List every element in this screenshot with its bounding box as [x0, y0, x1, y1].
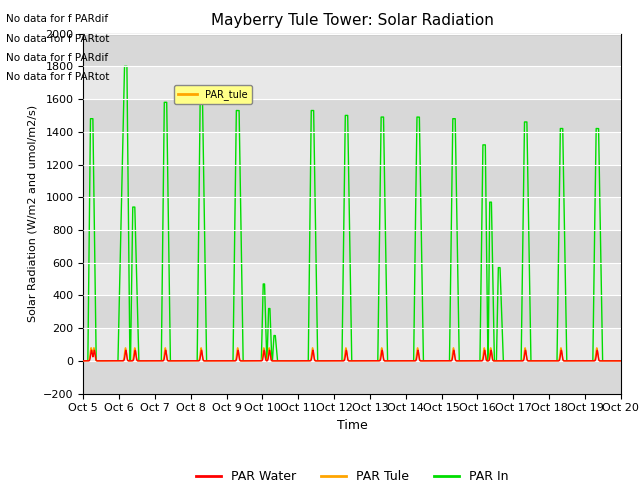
Bar — [83, 361, 621, 394]
Bar — [83, 165, 621, 197]
Bar — [83, 328, 621, 361]
Text: No data for f PARdif: No data for f PARdif — [6, 14, 109, 24]
Title: Mayberry Tule Tower: Solar Radiation: Mayberry Tule Tower: Solar Radiation — [211, 13, 493, 28]
Bar — [83, 263, 621, 295]
X-axis label: Time: Time — [337, 419, 367, 432]
Text: No data for f PARtot: No data for f PARtot — [6, 34, 110, 44]
Bar — [83, 230, 621, 263]
Text: No data for f PARdif: No data for f PARdif — [6, 53, 109, 63]
Bar — [83, 132, 621, 165]
Bar — [83, 197, 621, 230]
Y-axis label: Solar Radiation (W/m2 and umol/m2/s): Solar Radiation (W/m2 and umol/m2/s) — [28, 105, 37, 322]
Bar — [83, 66, 621, 99]
Bar — [83, 34, 621, 66]
Bar — [83, 99, 621, 132]
Text: No data for f PARtot: No data for f PARtot — [6, 72, 110, 82]
Legend: PAR Water, PAR Tule, PAR In: PAR Water, PAR Tule, PAR In — [191, 465, 513, 480]
Bar — [83, 295, 621, 328]
